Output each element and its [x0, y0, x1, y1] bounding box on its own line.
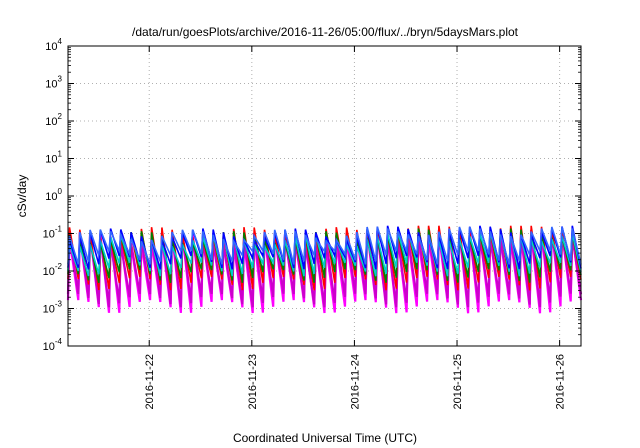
y-tick-label: 10-2: [43, 262, 63, 278]
y-tick-label: 102: [45, 112, 62, 128]
x-ticks: 2016-11-22 2016-11-23 2016-11-24 2016-11-25…: [144, 46, 567, 409]
series-group: [66, 225, 583, 314]
series-line: [67, 226, 582, 265]
y-axis-label: cSv/day: [15, 175, 29, 218]
y-tick-label: 101: [45, 150, 62, 166]
y-tick-label: 10-4: [43, 337, 63, 353]
x-tick-label: 2016-11-24: [349, 354, 361, 409]
y-tick-label: 103: [45, 75, 62, 91]
y-tick-label: 104: [45, 37, 62, 53]
x-tick-label: 2016-11-22: [144, 354, 156, 409]
x-axis-label: Coordinated Universal Time (UTC): [233, 431, 417, 445]
chart-title: /data/run/goesPlots/archive/2016-11-26/0…: [132, 25, 519, 39]
y-ticks: 10-4 10-3 10-2 10-1 100 101 102 103 104: [43, 37, 581, 353]
y-tick-label: 10-3: [43, 300, 63, 316]
y-tick-label: 10-1: [43, 225, 63, 241]
x-tick-label: 2016-11-25: [452, 354, 464, 409]
y-tick-label: 100: [45, 187, 62, 203]
x-tick-label: 2016-11-26: [555, 354, 567, 409]
x-tick-label: 2016-11-23: [247, 354, 259, 409]
